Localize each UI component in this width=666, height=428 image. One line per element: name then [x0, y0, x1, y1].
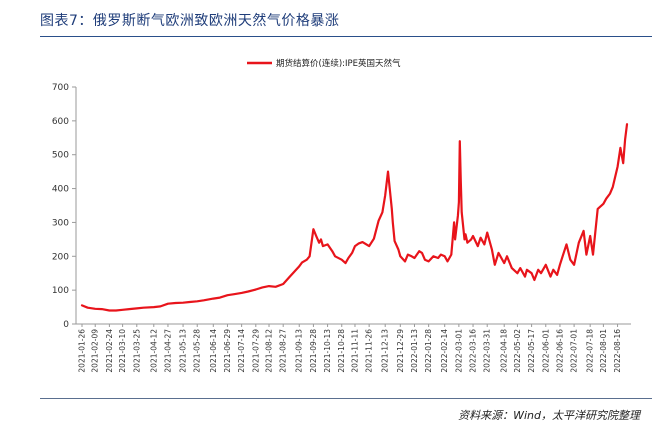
x-tick-label: 2021-03-25 [132, 329, 141, 373]
x-tick-label: 2021-11-11 [350, 329, 359, 373]
x-tick-label: 2022-04-18 [500, 329, 509, 373]
x-tick-label: 2022-08-16 [613, 329, 622, 373]
x-tick-label: 2022-01-28 [424, 329, 433, 373]
x-tick-label: 2022-08-01 [599, 329, 608, 373]
x-tick-label: 2021-06-29 [223, 329, 232, 373]
x-tick-label: 2021-07-29 [251, 329, 260, 373]
x-tick-label: 2021-08-12 [265, 329, 274, 373]
y-tick-label: 300 [52, 218, 69, 228]
x-tick-label: 2021-04-12 [149, 329, 158, 373]
y-tick-label: 200 [52, 252, 69, 262]
x-tick-label: 2021-03-10 [118, 329, 127, 373]
series-line-ipe-uk-natural-gas [80, 123, 629, 312]
x-tick-label: 2022-07-18 [586, 329, 595, 373]
x-tick-label: 2022-07-01 [570, 329, 579, 373]
title-divider [40, 36, 652, 37]
y-tick-label: 500 [52, 151, 69, 161]
y-tick-label: 0 [63, 320, 69, 330]
source-note: 资料来源：Wind，太平洋研究院整理 [458, 409, 640, 422]
x-tick-label: 2022-03-01 [454, 329, 463, 373]
x-tick-label: 2022-06-16 [555, 329, 564, 373]
legend-label: 期货结算价(连续):IPE英国天然气 [276, 58, 401, 69]
x-tick-label: 2021-12-13 [381, 329, 390, 373]
figure-title: 图表7：俄罗斯断气欧洲致欧洲天然气价格暴涨 [40, 13, 340, 29]
y-tick-label: 600 [52, 117, 69, 127]
x-tick-label: 2022-03-16 [469, 329, 478, 373]
x-tick-label: 2021-09-28 [309, 329, 318, 373]
x-tick-label: 2021-10-13 [323, 329, 332, 373]
x-tick-label: 2022-06-01 [541, 329, 550, 373]
y-tick-label: 400 [52, 185, 69, 195]
axes [75, 87, 631, 325]
x-tick-label: 2021-11-26 [365, 329, 374, 373]
x-tick-label: 2021-09-13 [295, 329, 304, 373]
x-tick-label: 2021-05-28 [193, 329, 202, 373]
x-tick-label: 2021-02-09 [91, 329, 100, 373]
x-tick-label: 2021-04-27 [163, 329, 172, 373]
legend: 期货结算价(连续):IPE英国天然气 [247, 58, 401, 69]
x-tick-label: 2022-02-14 [440, 329, 449, 373]
x-tick-label: 2021-05-13 [179, 329, 188, 373]
x-tick-label: 2022-05-02 [513, 329, 522, 373]
y-tick-label: 700 [52, 83, 69, 93]
y-axis-ticks: 0 100 200 300 400 500 600 700 [52, 83, 76, 330]
x-tick-label: 2021-06-14 [209, 329, 218, 373]
x-tick-label: 2022-05-17 [527, 329, 536, 373]
series-layer [80, 123, 629, 312]
x-tick-label: 2021-10-28 [337, 329, 346, 373]
footer-divider [40, 398, 652, 399]
x-tick-label: 2021-12-29 [396, 329, 405, 373]
x-tick-label: 2022-01-13 [410, 329, 419, 373]
y-tick-label: 100 [52, 286, 69, 296]
x-tick-label: 2021-02-24 [105, 329, 114, 373]
x-tick-label: 2021-08-27 [279, 329, 288, 373]
x-tick-label: 2021-01-26 [78, 329, 87, 373]
x-tick-label: 2022-03-31 [483, 329, 492, 373]
x-axis-ticks: 2021-01-26 2021-02-09 2021-02-24 2021-03-10… [78, 324, 622, 373]
x-tick-label: 2021-07-14 [237, 329, 246, 373]
